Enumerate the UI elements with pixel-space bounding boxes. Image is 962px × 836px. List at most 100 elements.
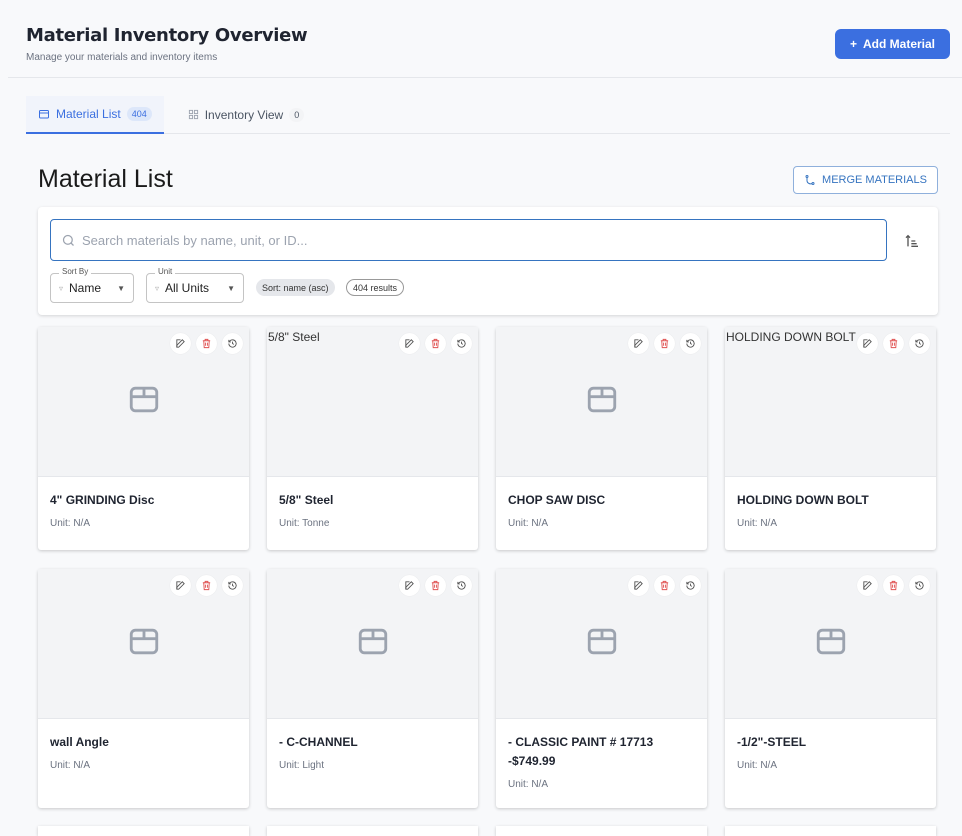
material-name: - C-CHANNEL (279, 735, 358, 749)
search-input[interactable] (82, 232, 886, 248)
edit-icon[interactable] (628, 575, 649, 596)
tab-count-badge: 404 (126, 107, 152, 121)
card-body: CHOP SAW DISC Unit: N/A (496, 477, 707, 543)
tab-label: Inventory View (204, 107, 284, 122)
sort-by-label: Sort By (59, 267, 92, 276)
card-body: -1/2"-STEEL Unit: N/A (725, 719, 936, 785)
material-name: CHOP SAW DISC (508, 493, 606, 507)
material-card[interactable]: - C-CHANNEL Unit: Light (267, 569, 478, 808)
material-card[interactable]: - CLASSIC PAINT # 17713 -$749.99 Unit: N… (496, 569, 707, 808)
sort-by-select[interactable]: Sort By ▿ Name ▼ (50, 267, 134, 303)
material-name: wall Angle (50, 735, 109, 749)
history-icon[interactable] (909, 575, 930, 596)
material-image: 5/8" Steel (267, 327, 478, 477)
edit-icon[interactable] (857, 333, 878, 354)
history-icon[interactable] (451, 333, 472, 354)
dropdown-arrow-icon: ▼ (117, 283, 125, 293)
history-icon[interactable] (909, 333, 930, 354)
edit-icon[interactable] (399, 575, 420, 596)
card-actions (857, 333, 930, 354)
delete-icon[interactable] (883, 575, 904, 596)
unit-select[interactable]: Unit ▿ All Units ▼ (146, 267, 244, 303)
package-icon (127, 624, 161, 663)
material-card[interactable]: HOLDING DOWN BOLT HOLDING DOWN BOLT Unit… (725, 327, 936, 550)
unit-label: Unit (155, 267, 176, 276)
card-actions (170, 333, 243, 354)
merge-label: MERGE MATERIALS (822, 174, 927, 186)
filter-icon: ▿ (155, 283, 160, 293)
search-icon (62, 234, 74, 246)
material-grid: 4" GRINDING Disc Unit: N/A 5/8" Steel 5/… (38, 327, 938, 808)
material-card[interactable]: wall Angle Unit: N/A (38, 569, 249, 808)
material-unit: Unit: N/A (737, 760, 778, 771)
add-material-label: Add Material (863, 37, 936, 51)
history-icon[interactable] (222, 575, 243, 596)
material-card[interactable] (496, 826, 707, 836)
edit-icon[interactable] (399, 333, 420, 354)
sort-ascending-icon (905, 234, 918, 247)
card-body: - CLASSIC PAINT # 17713 -$749.99 Unit: N… (496, 719, 707, 804)
edit-icon[interactable] (628, 333, 649, 354)
material-image (38, 327, 249, 477)
delete-icon[interactable] (654, 333, 675, 354)
material-card[interactable] (725, 826, 936, 836)
history-icon[interactable] (680, 575, 701, 596)
delete-icon[interactable] (425, 575, 446, 596)
merge-materials-button[interactable]: MERGE MATERIALS (793, 166, 938, 194)
edit-icon[interactable] (170, 333, 191, 354)
material-image (725, 569, 936, 719)
section-heading: Material List (38, 165, 173, 193)
material-unit: Unit: N/A (737, 518, 778, 529)
material-unit: Unit: Tonne (279, 518, 330, 529)
card-body: 4" GRINDING Disc Unit: N/A (38, 477, 249, 543)
delete-icon[interactable] (196, 575, 217, 596)
grid-icon (188, 109, 198, 120)
material-unit: Unit: N/A (50, 760, 91, 771)
material-card[interactable]: 5/8" Steel 5/8" Steel Unit: Tonne (267, 327, 478, 550)
card-body: wall Angle Unit: N/A (38, 719, 249, 785)
history-icon[interactable] (222, 333, 243, 354)
tab-label: Material List (56, 107, 121, 121)
history-icon[interactable] (451, 575, 472, 596)
material-unit: Unit: N/A (508, 518, 549, 529)
sort-chip: Sort: name (asc) (256, 279, 335, 296)
add-material-button[interactable]: + Add Material (835, 29, 950, 59)
delete-icon[interactable] (425, 333, 446, 354)
material-image (38, 569, 249, 719)
image-alt-text: 5/8" Steel (268, 330, 320, 344)
sort-direction-button[interactable] (904, 233, 920, 254)
material-card[interactable]: CHOP SAW DISC Unit: N/A (496, 327, 707, 550)
filter-panel: Sort By ▿ Name ▼ Unit ▿ All Units ▼ Sort… (38, 207, 938, 315)
page-header: Material Inventory Overview Manage your … (8, 0, 962, 78)
material-card[interactable] (267, 826, 478, 836)
delete-icon[interactable] (196, 333, 217, 354)
card-body: HOLDING DOWN BOLT Unit: N/A (725, 477, 936, 543)
material-unit: Unit: N/A (50, 518, 91, 529)
page-subtitle: Manage your materials and inventory item… (26, 52, 218, 63)
next-row-cards (38, 826, 936, 836)
search-field[interactable] (50, 219, 887, 261)
card-actions (857, 575, 930, 596)
tab-inventory-view[interactable]: Inventory View 0 (176, 96, 317, 133)
package-icon (356, 624, 390, 663)
delete-icon[interactable] (883, 333, 904, 354)
material-name: - CLASSIC PAINT # 17713 -$749.99 (508, 735, 654, 768)
history-icon[interactable] (680, 333, 701, 354)
tabs: Material List 404 Inventory View 0 (26, 96, 950, 134)
merge-icon (805, 175, 815, 185)
tab-material-list[interactable]: Material List 404 (26, 96, 164, 134)
material-card[interactable]: 4" GRINDING Disc Unit: N/A (38, 327, 249, 550)
edit-icon[interactable] (170, 575, 191, 596)
material-unit: Unit: Light (279, 760, 325, 771)
card-body: - C-CHANNEL Unit: Light (267, 719, 478, 785)
unit-value: All Units (165, 281, 210, 295)
dropdown-arrow-icon: ▼ (227, 283, 235, 293)
material-card[interactable] (38, 826, 249, 836)
filter-icon: ▿ (59, 283, 64, 293)
package-icon (814, 624, 848, 663)
delete-icon[interactable] (654, 575, 675, 596)
material-card[interactable]: -1/2"-STEEL Unit: N/A (725, 569, 936, 808)
edit-icon[interactable] (857, 575, 878, 596)
material-image (496, 569, 707, 719)
plus-icon: + (849, 37, 857, 51)
